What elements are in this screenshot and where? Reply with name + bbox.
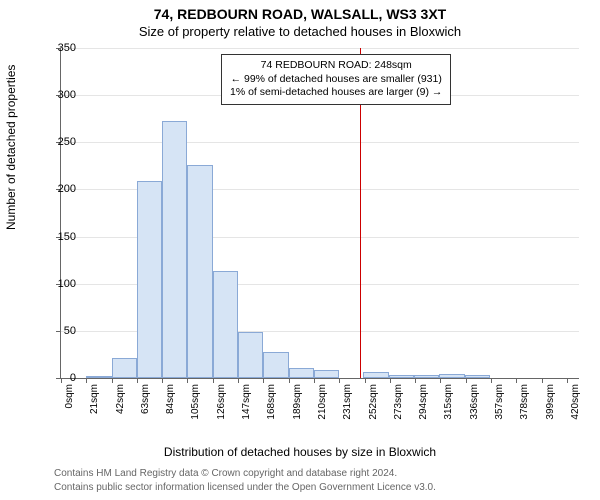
y-tick-label: 300 <box>36 89 76 101</box>
x-tick-label: 63sqm <box>140 384 151 414</box>
x-tick-label: 147sqm <box>241 384 252 420</box>
histogram-bar <box>86 376 111 378</box>
histogram-bar <box>187 165 212 378</box>
y-tick-label: 100 <box>36 278 76 290</box>
x-tick-label: 21sqm <box>89 384 100 414</box>
histogram-bar <box>289 368 314 378</box>
y-tick-label: 0 <box>36 372 76 384</box>
x-tick-mark <box>567 378 568 383</box>
y-tick-label: 350 <box>36 42 76 54</box>
x-tick-mark <box>491 378 492 383</box>
x-tick-label: 42sqm <box>115 384 126 414</box>
callout-line1: 74 REDBOURN ROAD: 248sqm <box>230 59 442 73</box>
x-tick-mark <box>365 378 366 383</box>
x-tick-label: 252sqm <box>368 384 379 420</box>
gridline <box>61 142 579 143</box>
x-tick-label: 315sqm <box>443 384 454 420</box>
x-tick-mark <box>86 378 87 383</box>
x-tick-mark <box>339 378 340 383</box>
chart-title: 74, REDBOURN ROAD, WALSALL, WS3 3XT <box>0 6 600 22</box>
callout-line2: ← 99% of detached houses are smaller (93… <box>230 73 442 87</box>
histogram-bar <box>238 332 263 378</box>
gridline <box>61 48 579 49</box>
x-tick-mark <box>112 378 113 383</box>
x-tick-label: 357sqm <box>494 384 505 420</box>
x-tick-label: 399sqm <box>545 384 556 420</box>
x-tick-mark <box>314 378 315 383</box>
callout-box: 74 REDBOURN ROAD: 248sqm← 99% of detache… <box>221 54 451 105</box>
histogram-bar <box>314 370 339 378</box>
x-tick-mark <box>390 378 391 383</box>
x-tick-label: 294sqm <box>418 384 429 420</box>
callout-line3: 1% of semi-detached houses are larger (9… <box>230 86 442 100</box>
x-tick-label: 273sqm <box>393 384 404 420</box>
x-tick-mark <box>137 378 138 383</box>
histogram-bar <box>465 375 490 378</box>
x-tick-mark <box>162 378 163 383</box>
x-tick-mark <box>213 378 214 383</box>
histogram-bar <box>213 271 238 378</box>
y-tick-label: 50 <box>36 325 76 337</box>
y-tick-label: 200 <box>36 183 76 195</box>
footer-licence: Contains public sector information licen… <box>54 482 436 493</box>
histogram-bar <box>112 358 137 378</box>
plot-area: 74 REDBOURN ROAD: 248sqm← 99% of detache… <box>60 48 579 379</box>
x-tick-mark <box>415 378 416 383</box>
y-tick-label: 250 <box>36 136 76 148</box>
x-tick-label: 168sqm <box>266 384 277 420</box>
histogram-bar <box>363 372 388 378</box>
x-tick-mark <box>440 378 441 383</box>
x-tick-label: 231sqm <box>342 384 353 420</box>
histogram-bar <box>137 181 162 378</box>
x-tick-mark <box>238 378 239 383</box>
x-tick-label: 126sqm <box>216 384 227 420</box>
x-tick-mark <box>263 378 264 383</box>
x-tick-label: 105sqm <box>190 384 201 420</box>
chart-container: 74, REDBOURN ROAD, WALSALL, WS3 3XT Size… <box>0 0 600 500</box>
x-tick-label: 189sqm <box>292 384 303 420</box>
histogram-bar <box>263 352 288 378</box>
x-tick-label: 0sqm <box>64 384 75 408</box>
y-tick-label: 150 <box>36 231 76 243</box>
x-tick-mark <box>542 378 543 383</box>
histogram-bar <box>414 375 439 378</box>
x-tick-label: 84sqm <box>165 384 176 414</box>
x-tick-label: 210sqm <box>317 384 328 420</box>
x-tick-label: 336sqm <box>469 384 480 420</box>
x-tick-mark <box>516 378 517 383</box>
histogram-bar <box>439 374 464 378</box>
x-axis-caption: Distribution of detached houses by size … <box>0 445 600 459</box>
x-tick-mark <box>289 378 290 383</box>
footer-copyright: Contains HM Land Registry data © Crown c… <box>54 468 397 479</box>
x-tick-mark <box>466 378 467 383</box>
histogram-bar <box>162 121 187 378</box>
x-tick-label: 378sqm <box>519 384 530 420</box>
x-tick-label: 420sqm <box>570 384 581 420</box>
y-axis-label: Number of detached properties <box>4 65 18 230</box>
chart-subtitle: Size of property relative to detached ho… <box>0 24 600 39</box>
x-tick-mark <box>187 378 188 383</box>
histogram-bar <box>389 375 414 378</box>
